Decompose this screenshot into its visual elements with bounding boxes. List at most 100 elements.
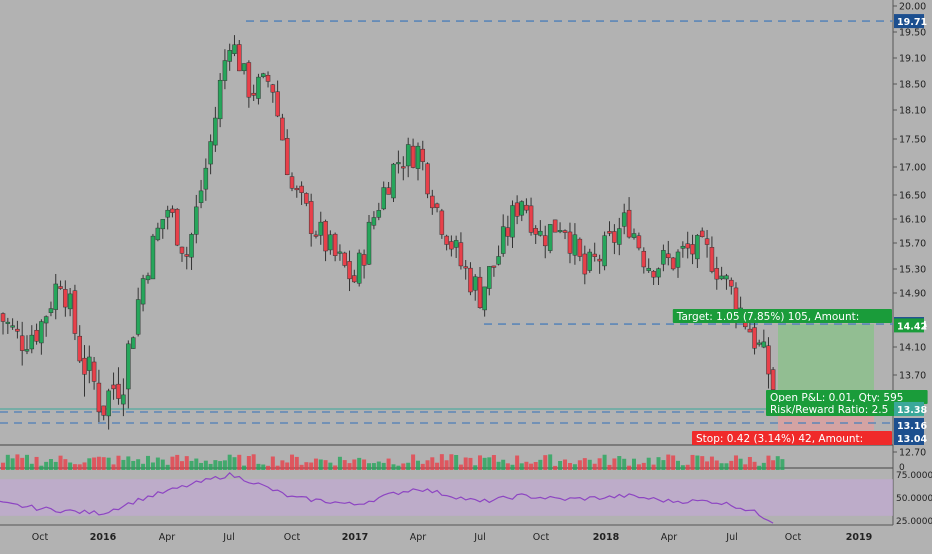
candle-body [685,243,690,249]
price-tick-label: 12.70 [899,448,926,459]
candle [10,318,15,330]
candle-body [510,205,515,238]
candle-body [34,329,39,342]
candle [323,219,328,262]
candle [342,251,347,268]
candle [332,232,338,262]
candle-body [313,234,319,237]
candle [318,211,324,245]
price-badge-text: 14.42 [897,321,927,332]
candle-body [203,167,209,190]
candle-body [636,235,642,249]
volume-bar [709,456,714,470]
candle-body [680,245,686,249]
volume-bar [548,454,553,470]
candle [227,43,232,71]
candle [39,319,44,355]
candle [29,325,35,354]
candle-body [646,267,651,271]
candle-body [82,357,87,375]
candle [514,195,520,225]
candle-body [126,343,131,390]
time-tick-label: Oct [284,532,301,543]
volume-bar [246,456,251,470]
volume-bar [705,461,710,470]
candle-body [477,276,483,308]
candle [58,280,63,290]
volume-bar [444,460,449,470]
volume-bar [738,458,743,470]
candle [641,247,647,274]
candle-body [150,235,156,280]
candle [381,181,386,211]
candle-body [323,221,328,252]
volume-bar [352,459,357,470]
candle-body [189,234,194,258]
volume-bar [473,465,478,470]
volume-bar [146,455,151,470]
volume-bar [496,461,501,470]
volume-bar [780,459,785,470]
candle-body [332,233,338,256]
volume-bar [425,460,430,470]
candle-body [15,328,20,332]
price-tick-label: 19.50 [899,28,926,39]
volume-bar [449,454,454,470]
candle-body [241,63,247,72]
candle [528,197,534,236]
candle [376,202,382,221]
annotations: Target: 1.05 (7.85%) 105, Amount: Stop: 0… [672,309,928,445]
candle [552,219,558,233]
price-badge-text: 13.04 [897,434,927,445]
candle-body [208,141,213,165]
candle-body [251,92,256,96]
price-badge: 13.04 [894,431,927,445]
candle [538,220,543,237]
candle [567,222,573,264]
volume-bar [563,459,568,470]
candle [356,249,362,287]
price-badge: 13.16 [894,418,927,432]
candle [366,215,372,265]
volume-bar [106,457,111,470]
price-tick-label: 16.50 [899,191,926,202]
candle [246,60,252,108]
candle [5,317,11,334]
candle [704,229,710,258]
candle [572,223,578,265]
candle [308,193,314,247]
time-tick-label: Apr [159,532,176,543]
candle-body [256,76,261,99]
candle-body [666,253,671,259]
price-badge-bg [894,401,924,416]
volume-bar [309,462,314,470]
volume-bar [222,460,227,470]
candle [19,321,25,366]
volume-bar [724,463,729,470]
volume-bar [454,455,459,470]
volume-bar [607,464,612,470]
candle-body [607,231,612,234]
candle [391,163,396,202]
rsi-tick-label: 75.0000 [896,471,932,481]
candle [337,244,343,261]
price-badge: 14.42 [894,318,927,333]
candle [621,203,627,235]
price-tick-label: 14.90 [899,289,926,300]
volume-bar [719,463,724,470]
candle-body [106,390,111,417]
candle [491,265,497,277]
time-tick-label: 2018 [593,532,620,543]
price-badge-bg [894,318,924,333]
volume-bar [743,464,748,470]
candle [289,172,295,192]
volume-bar [733,455,738,470]
volume-bar [116,455,121,470]
volume-bar [505,463,510,470]
candle [34,323,39,345]
volume-bar [435,462,440,470]
volume-bar [53,461,58,470]
candle [430,189,435,215]
stop-label: Stop: 0.42 (3.14%) 42, Amount: [692,431,892,445]
